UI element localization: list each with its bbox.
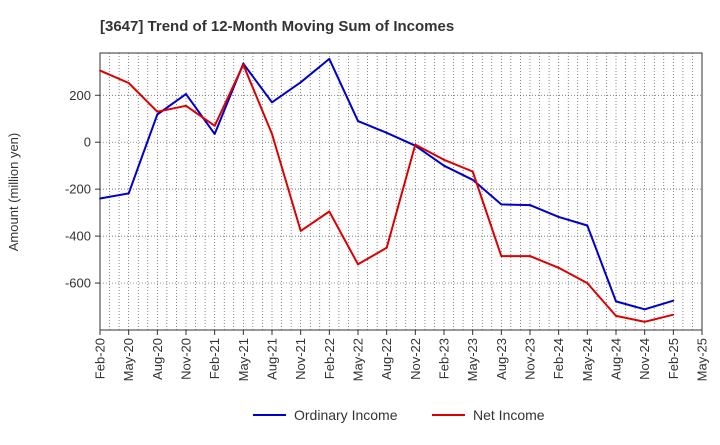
data-point [529, 204, 531, 207]
plot-frame [99, 52, 703, 331]
x-tick-label: May-23 [465, 338, 480, 381]
y-tick-label: -400 [65, 229, 91, 244]
data-point [529, 255, 531, 257]
x-tick-label: Feb-21 [207, 338, 222, 379]
data-point [615, 315, 617, 317]
y-tick-label: 0 [84, 135, 91, 150]
data-point [156, 113, 159, 116]
data-point [357, 263, 359, 266]
x-tick-label: Aug-22 [379, 338, 394, 380]
x-tick-label: May-22 [351, 338, 366, 381]
x-tick-label: Aug-20 [150, 338, 165, 380]
x-tick-label: Nov-20 [179, 338, 194, 380]
plot-area: -600 -400 -200 0 200 Feb-20 May-20 Aug-20 Nov-20… [65, 52, 710, 381]
data-point [672, 313, 675, 316]
chart-legend: Ordinary Income Net Income [253, 407, 545, 423]
series-line-ordinary-income [99, 57, 674, 311]
x-tick-label: May-25 [695, 338, 710, 381]
data-point [586, 282, 589, 284]
data-point [557, 215, 560, 218]
x-tick-label: Nov-24 [637, 338, 652, 380]
data-point [357, 120, 359, 122]
legend-label: Ordinary Income [294, 407, 398, 423]
data-point [672, 299, 675, 302]
x-tick-label: Feb-24 [551, 338, 566, 379]
x-tick-label: Feb-22 [322, 338, 337, 379]
data-point [328, 57, 331, 60]
data-point [385, 246, 388, 249]
data-point [586, 224, 589, 227]
x-tick-label: May-24 [580, 338, 595, 381]
x-tick-label: Feb-25 [666, 338, 681, 379]
data-point [99, 197, 101, 200]
data-point [500, 203, 503, 206]
data-point [471, 178, 474, 181]
x-tick-label: May-20 [121, 338, 136, 381]
data-point [271, 101, 273, 104]
data-point [299, 230, 302, 232]
data-point [299, 81, 302, 84]
x-tick-label: Nov-23 [523, 338, 538, 380]
x-tick-label: Aug-23 [494, 338, 509, 380]
data-point [213, 133, 216, 135]
data-point [500, 255, 503, 257]
x-tick-label: Nov-21 [293, 338, 308, 380]
x-tick-label: May-21 [236, 338, 251, 381]
data-point [242, 63, 245, 66]
data-point [185, 93, 187, 95]
data-point [443, 164, 445, 167]
data-point [156, 110, 159, 113]
data-point [643, 308, 646, 311]
data-point [271, 133, 273, 135]
data-point [328, 210, 331, 213]
data-point [443, 158, 445, 161]
x-tick-label: Feb-20 [93, 338, 108, 379]
x-tick-label: Nov-22 [408, 338, 423, 380]
chart-title: [3647] Trend of 12-Month Moving Sum of I… [100, 18, 454, 35]
data-point [99, 69, 101, 72]
x-tick-label: Aug-24 [609, 338, 624, 380]
data-point [643, 320, 646, 323]
x-tick-label: Feb-23 [437, 338, 452, 379]
grid-lines [99, 53, 703, 330]
x-tick-label: Aug-21 [265, 338, 280, 380]
data-point [127, 192, 130, 195]
data-point [185, 104, 187, 107]
y-tick-label: -200 [65, 182, 91, 197]
data-point [414, 143, 417, 146]
data-point [213, 124, 216, 127]
data-point [127, 82, 130, 84]
data-point [557, 266, 560, 269]
legend-label: Net Income [473, 407, 545, 423]
y-axis-label: Amount (million yen) [6, 133, 21, 252]
y-tick-label: 200 [69, 88, 91, 103]
data-point [615, 300, 617, 303]
data-point [385, 131, 388, 134]
data-point [471, 170, 474, 173]
y-tick-label: -600 [65, 276, 91, 291]
